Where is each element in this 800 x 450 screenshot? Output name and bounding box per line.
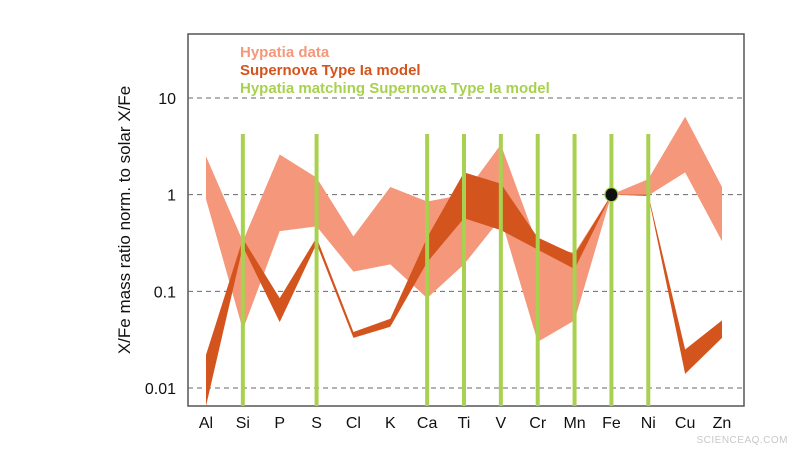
x-tick-label: P: [274, 415, 285, 432]
y-tick-label: 0.1: [154, 284, 176, 301]
x-tick-label: Cu: [675, 415, 695, 432]
x-tick-label: K: [385, 415, 396, 432]
legend-hypatia-matching: Hypatia matching Supernova Type Ia model: [240, 80, 550, 97]
x-tick-label: V: [496, 415, 507, 432]
x-tick-label: Zn: [713, 415, 732, 432]
y-tick-labels: 0.01 0.1 1 10: [145, 91, 176, 398]
y-axis-label: X/Fe mass ratio norm. to solar X/Fe: [115, 86, 134, 354]
markers: [604, 187, 619, 203]
y-tick-label: 10: [158, 91, 176, 108]
y-tick-label: 0.01: [145, 381, 176, 398]
legend-supernova-model: Supernova Type Ia model: [240, 62, 421, 79]
x-tick-label: Ti: [458, 415, 471, 432]
x-tick-label: Fe: [602, 415, 621, 432]
legend-hypatia-data: Hypatia data: [240, 44, 330, 61]
x-tick-label: Cl: [346, 415, 361, 432]
x-tick-label: S: [311, 415, 322, 432]
x-tick-label: Mn: [563, 415, 585, 432]
x-tick-label: Cr: [529, 415, 547, 432]
fe-reference-point: [604, 187, 619, 203]
watermark: SCIENCEAQ.COM: [696, 435, 788, 446]
y-tick-label: 1: [167, 188, 176, 205]
x-tick-label: Ni: [641, 415, 656, 432]
x-tick-label: Al: [199, 415, 213, 432]
highlight-lines: [240, 134, 651, 406]
x-tick-label: Ca: [417, 415, 438, 432]
x-tick-labels: Al Si P S Cl K Ca Ti V Cr Mn Fe Ni Cu Zn: [199, 415, 731, 432]
x-tick-label: Si: [236, 415, 250, 432]
supernova-model-band: [206, 172, 722, 406]
